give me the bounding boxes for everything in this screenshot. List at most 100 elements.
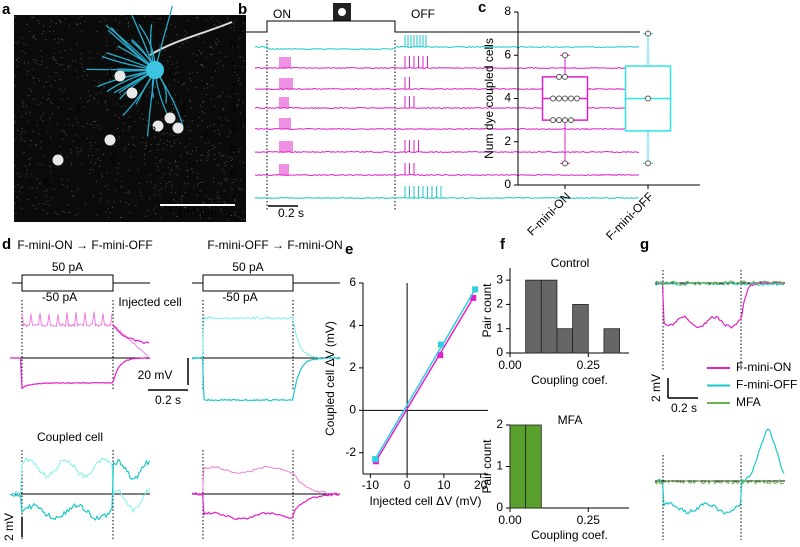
speckle xyxy=(54,38,56,40)
speckle xyxy=(22,186,24,188)
trace xyxy=(191,315,340,360)
speckle xyxy=(100,198,102,200)
speckle xyxy=(171,103,173,105)
speckle xyxy=(29,145,31,147)
speckle xyxy=(36,124,38,126)
panel-label: c xyxy=(478,0,486,16)
speckle xyxy=(188,213,190,215)
speckle xyxy=(128,24,130,26)
speckle xyxy=(137,40,139,42)
speckle xyxy=(55,71,57,73)
speckle xyxy=(226,95,228,97)
speckle xyxy=(58,42,60,44)
speckle xyxy=(84,79,86,81)
speckle xyxy=(40,50,42,52)
speckle xyxy=(43,113,45,115)
speckle xyxy=(100,160,102,162)
speckle xyxy=(70,149,72,151)
speckle xyxy=(122,122,124,124)
speckle xyxy=(162,148,164,150)
data-point xyxy=(556,73,562,80)
speckle xyxy=(20,187,22,189)
speckle xyxy=(168,141,170,143)
speckle xyxy=(231,166,233,168)
speckle xyxy=(48,183,50,185)
y-tick-label: 2 xyxy=(496,417,503,431)
speckle xyxy=(211,77,213,79)
speckle xyxy=(40,147,42,149)
speckle xyxy=(39,203,41,205)
spikes xyxy=(279,96,415,108)
x-tick-label: 0 xyxy=(404,478,411,492)
speckle xyxy=(122,129,124,131)
speckle xyxy=(62,39,64,41)
speckle xyxy=(175,192,177,194)
speckle xyxy=(14,165,16,167)
speckle xyxy=(184,115,186,117)
speckle xyxy=(114,114,116,116)
speckle xyxy=(59,64,61,66)
speckle xyxy=(16,196,18,198)
speckle xyxy=(176,166,178,168)
speckle xyxy=(108,189,110,191)
speckle xyxy=(199,217,201,219)
trace-label: 2 xyxy=(230,81,237,95)
axon xyxy=(149,21,233,56)
data-point xyxy=(562,160,568,167)
speckle xyxy=(155,212,157,214)
speckle xyxy=(75,60,77,62)
speckle xyxy=(189,99,191,101)
speckle xyxy=(119,136,121,138)
speckle xyxy=(77,77,79,79)
speckle xyxy=(161,159,163,161)
speckle xyxy=(217,20,219,22)
speckle xyxy=(237,103,239,105)
x-axis-label: Coupling coef. xyxy=(531,528,608,542)
speckle xyxy=(190,107,192,109)
speckle xyxy=(233,192,235,194)
stimulus-label: ON xyxy=(273,7,291,21)
speckle xyxy=(42,120,44,122)
speckle xyxy=(211,85,213,87)
speckle xyxy=(55,59,57,61)
speckle xyxy=(83,106,85,108)
speckle xyxy=(158,189,160,191)
cell-label: 4 xyxy=(75,102,82,116)
speckle xyxy=(231,158,233,160)
speckle xyxy=(32,77,34,79)
speckle xyxy=(217,182,219,184)
speckle xyxy=(242,22,244,24)
speckle xyxy=(45,38,47,40)
speckle xyxy=(134,120,136,122)
x-tick-label: -10 xyxy=(362,478,380,492)
bar xyxy=(603,328,621,354)
speckle xyxy=(90,161,92,163)
speckle xyxy=(18,41,20,43)
speckle xyxy=(201,119,203,121)
speckle xyxy=(189,71,191,73)
speckle xyxy=(119,117,121,119)
speckle xyxy=(105,211,107,213)
speckle xyxy=(129,212,131,214)
speckle xyxy=(227,19,229,21)
speckle xyxy=(199,36,201,38)
speckle xyxy=(153,133,155,135)
speckle xyxy=(235,179,237,181)
speckle xyxy=(199,182,201,184)
speckle xyxy=(95,93,97,95)
speckle xyxy=(158,160,160,162)
speckle xyxy=(229,131,231,133)
speckle xyxy=(117,172,119,174)
speckle xyxy=(159,182,161,184)
speckle xyxy=(74,70,76,72)
speckle xyxy=(144,158,146,160)
x-tick-label: 0.00 xyxy=(498,513,522,527)
speckle xyxy=(167,60,169,62)
speckle xyxy=(106,108,108,110)
speckle xyxy=(25,44,27,46)
speckle xyxy=(218,197,220,199)
speckle xyxy=(37,78,39,80)
stimulus-spot xyxy=(338,8,346,16)
speckle xyxy=(146,95,148,97)
